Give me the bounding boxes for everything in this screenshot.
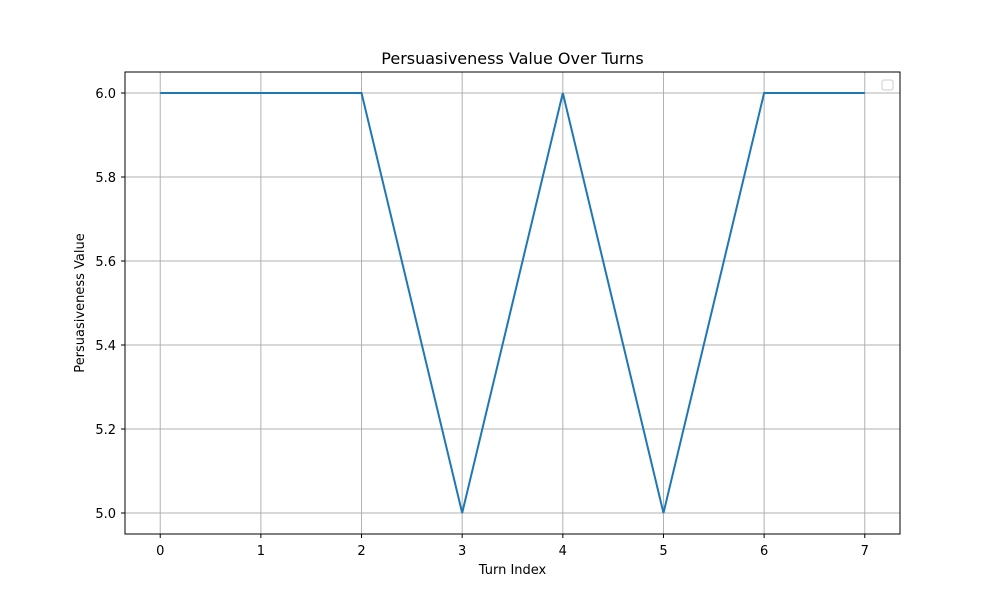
x-tick-label: 0: [156, 544, 164, 559]
y-tick-label: 5.2: [95, 423, 116, 438]
x-tick-label: 4: [559, 544, 567, 559]
y-tick-label: 5.4: [95, 339, 116, 354]
chart-title: Persuasiveness Value Over Turns: [381, 49, 643, 68]
x-tick-label: 6: [760, 544, 768, 559]
x-tick-label: 2: [357, 544, 365, 559]
y-tick-label: 6.0: [95, 87, 116, 102]
y-axis-label: Persuasiveness Value: [73, 233, 88, 372]
x-tick-label: 3: [458, 544, 466, 559]
y-tick-label: 5.8: [95, 171, 116, 186]
x-tick-label: 1: [257, 544, 265, 559]
x-axis-ticks: 0 1 2 3 4 5 6 7: [156, 534, 869, 559]
x-axis-label: Turn Index: [478, 563, 547, 578]
x-tick-label: 7: [861, 544, 869, 559]
legend-box: [881, 79, 894, 91]
series-line: [160, 92, 865, 514]
x-tick-label: 5: [659, 544, 667, 559]
y-tick-label: 5.0: [95, 507, 116, 522]
plot-area-frame: [124, 71, 901, 535]
y-axis-ticks: 5.0 5.2 5.4 5.6 5.8 6.0: [95, 87, 125, 522]
y-tick-label: 5.6: [95, 255, 116, 270]
